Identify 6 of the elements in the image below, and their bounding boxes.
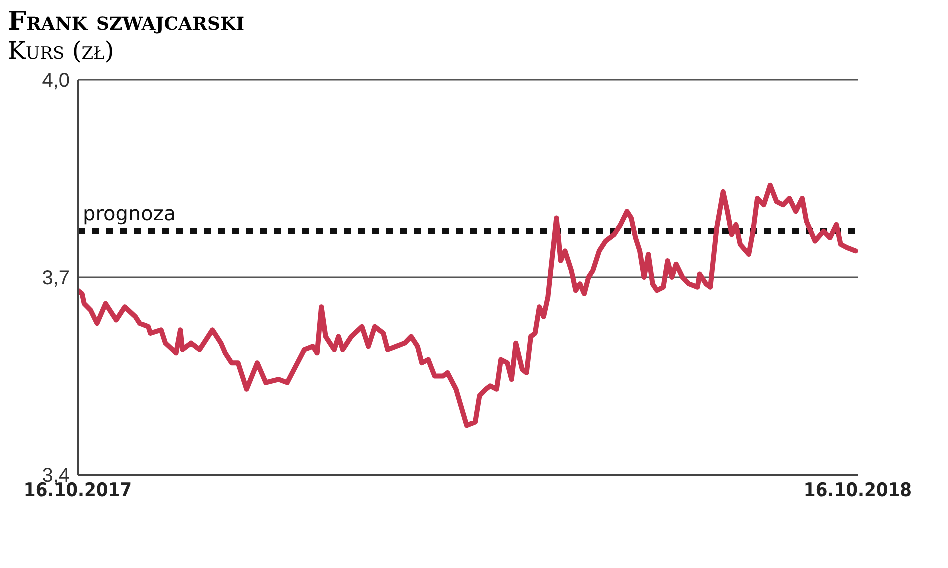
chart-subtitle: Kurs (zł) — [8, 36, 116, 66]
y-tick-label: 4,0 — [42, 70, 70, 92]
x-tick-label: 16.10.2018 — [804, 479, 912, 502]
y-tick-label: 3,7 — [42, 268, 70, 290]
ref-line-label: prognoza — [83, 202, 176, 226]
chart-title: Frank szwajcarski — [8, 7, 246, 37]
